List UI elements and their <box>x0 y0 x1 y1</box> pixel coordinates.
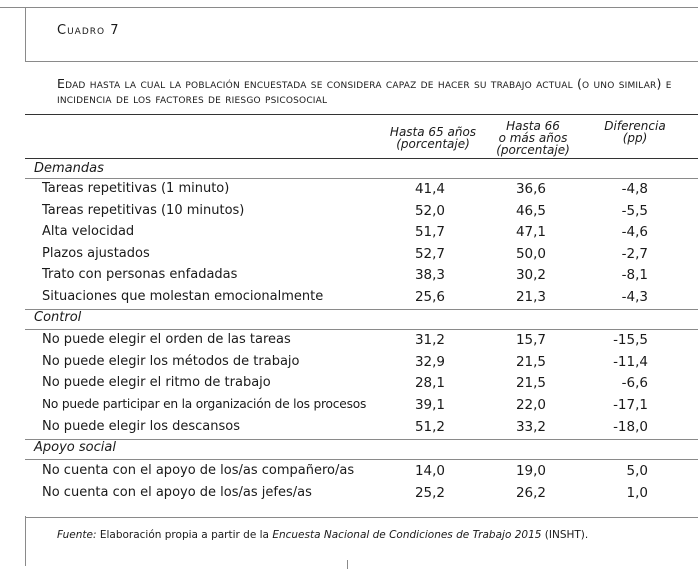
cell-hasta-65: 32,9 <box>414 354 445 370</box>
header-divider <box>25 61 698 62</box>
left-rule-top <box>25 7 26 62</box>
source-note: Fuente: Elaboración propia a partir de l… <box>57 529 588 541</box>
cell-hasta-65: 51,7 <box>414 224 445 240</box>
cell-hasta-65: 52,0 <box>414 203 445 219</box>
row-label: No puede elegir los métodos de trabajo <box>42 354 300 369</box>
cell-hasta-66: 50,0 <box>515 246 546 262</box>
cell-hasta-66: 26,2 <box>515 485 546 501</box>
column-header-line: Hasta 66 <box>506 119 560 133</box>
cell-hasta-66: 33,2 <box>515 419 546 435</box>
table-row: Alta velocidad 51,7 47,1 -4,6 <box>0 222 698 243</box>
section-rule <box>25 459 698 460</box>
cell-hasta-65: 31,2 <box>414 332 445 348</box>
cell-hasta-65: 38,3 <box>414 267 445 283</box>
column-header-hasta-65: Hasta 65 años (porcentaje) <box>378 126 488 150</box>
column-header-line: (pp) <box>622 131 648 145</box>
cell-hasta-65: 41,4 <box>414 181 445 197</box>
cell-hasta-66: 30,2 <box>515 267 546 283</box>
cell-diferencia: -2,7 <box>621 246 648 262</box>
cell-hasta-66: 22,0 <box>515 397 546 413</box>
cell-diferencia: -15,5 <box>613 332 648 348</box>
column-header-diferencia: Diferencia (pp) <box>580 120 690 144</box>
row-label: Alta velocidad <box>42 224 135 239</box>
cell-hasta-66: 46,5 <box>515 203 546 219</box>
source-prefix: Fuente: <box>57 529 97 541</box>
row-label: Plazos ajustados <box>42 246 150 261</box>
cell-diferencia: -11,4 <box>613 354 648 370</box>
table-row: Trato con personas enfadadas 38,3 30,2 -… <box>0 265 698 286</box>
section-rule <box>25 309 698 310</box>
row-label: No cuenta con el apoyo de los/as compañe… <box>42 463 355 478</box>
row-label: No cuenta con el apoyo de los/as jefes/a… <box>42 485 312 500</box>
cell-hasta-65: 39,1 <box>414 397 445 413</box>
top-rule <box>0 7 698 8</box>
row-label: No puede elegir el orden de las tareas <box>42 332 291 347</box>
table-title: Edad hasta la cual la población encuesta… <box>57 76 672 106</box>
cell-hasta-66: 19,0 <box>515 463 546 479</box>
cell-diferencia: -6,6 <box>621 375 648 391</box>
table-row: Tareas repetitivas (1 minuto) 41,4 36,6 … <box>0 179 698 200</box>
cell-diferencia: -4,8 <box>621 181 648 197</box>
row-label: No puede elegir el ritmo de trabajo <box>42 375 271 390</box>
cell-hasta-66: 21,5 <box>515 354 546 370</box>
table-row: No puede elegir el orden de las tareas 3… <box>0 330 698 351</box>
table-row: Tareas repetitivas (10 minutos) 52,0 46,… <box>0 201 698 222</box>
column-header-line: o más años <box>498 131 568 145</box>
cell-hasta-66: 21,5 <box>515 375 546 391</box>
cell-hasta-66: 47,1 <box>515 224 546 240</box>
table-header-rule <box>25 158 698 159</box>
cell-diferencia: 5,0 <box>626 463 648 479</box>
footer-divider <box>25 517 698 518</box>
table-top-rule <box>25 114 698 115</box>
section-rule <box>25 439 698 440</box>
table-row: No cuenta con el apoyo de los/as compañe… <box>0 461 698 482</box>
table-row: No puede elegir los métodos de trabajo 3… <box>0 352 698 373</box>
cell-diferencia: -17,1 <box>613 397 648 413</box>
table-label: Cuadro 7 <box>57 23 120 38</box>
bottom-tick <box>347 560 348 569</box>
section-title-apoyo-social: Apoyo social <box>34 440 116 455</box>
cell-diferencia: -18,0 <box>613 419 648 435</box>
cell-hasta-65: 14,0 <box>414 463 445 479</box>
table-row: No cuenta con el apoyo de los/as jefes/a… <box>0 483 698 504</box>
row-label: Trato con personas enfadadas <box>42 267 238 282</box>
cell-diferencia: -4,6 <box>621 224 648 240</box>
cell-diferencia: 1,0 <box>626 485 648 501</box>
cell-diferencia: -5,5 <box>621 203 648 219</box>
source-text-end: (INSHT). <box>541 529 589 541</box>
cell-hasta-66: 21,3 <box>515 289 546 305</box>
column-header-line: Hasta 65 años <box>389 125 477 139</box>
cell-hasta-66: 36,6 <box>515 181 546 197</box>
source-text: Elaboración propia a partir de la <box>96 529 273 541</box>
cell-hasta-65: 52,7 <box>414 246 445 262</box>
row-label: Situaciones que molestan emocionalmente <box>42 289 324 304</box>
section-title-demandas: Demandas <box>34 161 104 176</box>
section-rule <box>25 329 698 330</box>
column-header-line: Diferencia <box>604 119 666 133</box>
cell-hasta-65: 51,2 <box>414 419 445 435</box>
section-rule <box>25 178 698 179</box>
table-row: No puede elegir el ritmo de trabajo 28,1… <box>0 373 698 394</box>
column-header-line: (porcentaje) <box>396 137 470 151</box>
table-row: No puede participar en la organización d… <box>0 395 698 416</box>
row-label: No puede elegir los descansos <box>42 419 240 434</box>
row-label: Tareas repetitivas (1 minuto) <box>42 181 230 196</box>
row-label: Tareas repetitivas (10 minutos) <box>42 203 245 218</box>
cell-hasta-66: 15,7 <box>515 332 546 348</box>
section-title-control: Control <box>34 310 82 325</box>
table-row: Plazos ajustados 52,7 50,0 -2,7 <box>0 244 698 265</box>
cell-hasta-65: 28,1 <box>414 375 445 391</box>
cell-diferencia: -8,1 <box>621 267 648 283</box>
source-survey-name: Encuesta Nacional de Condiciones de Trab… <box>272 529 542 541</box>
table-row: No puede elegir los descansos 51,2 33,2 … <box>0 417 698 438</box>
left-rule-bottom <box>25 516 26 566</box>
cell-diferencia: -4,3 <box>621 289 648 305</box>
column-header-line: (porcentaje) <box>496 143 570 157</box>
column-header-hasta-66: Hasta 66 o más años (porcentaje) <box>478 120 588 156</box>
row-label: No puede participar en la organización d… <box>42 397 367 411</box>
cell-hasta-65: 25,2 <box>414 485 445 501</box>
cell-hasta-65: 25,6 <box>414 289 445 305</box>
table-row: Situaciones que molestan emocionalmente … <box>0 287 698 308</box>
